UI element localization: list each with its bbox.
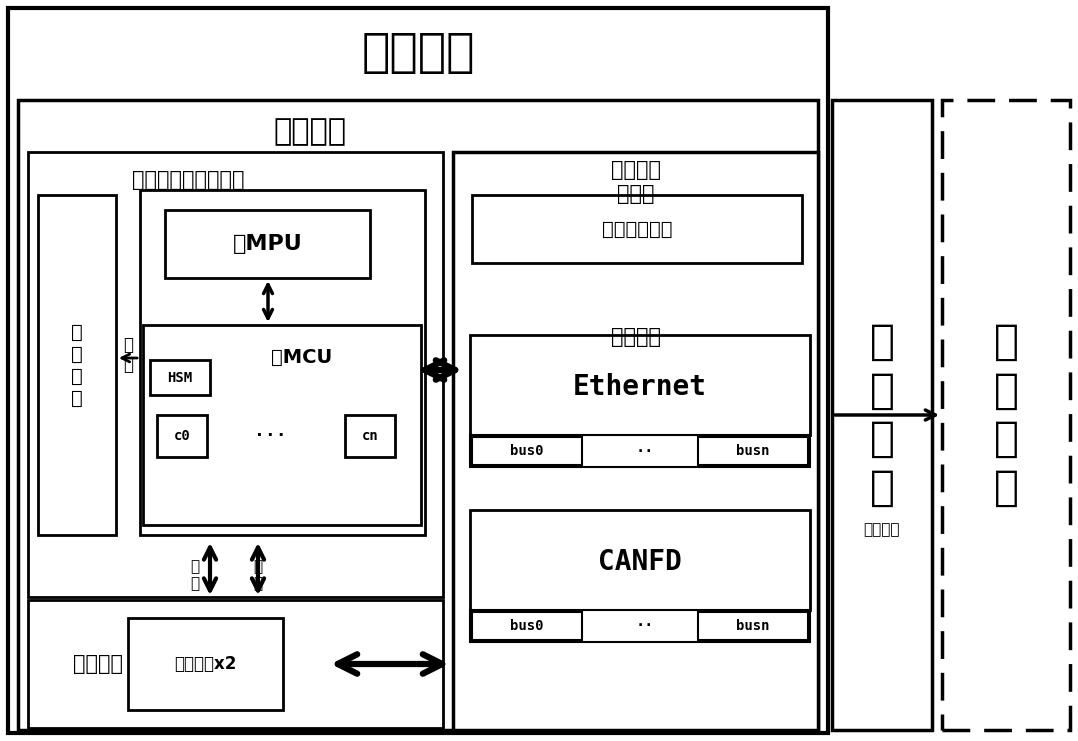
Text: 控制器及处理器冗余: 控制器及处理器冗余: [132, 170, 245, 190]
Bar: [38, 195, 116, 535]
Bar: [472, 437, 582, 465]
Text: 监
控: 监 控: [123, 336, 133, 374]
Text: ··: ··: [636, 619, 654, 634]
Bar: [157, 415, 207, 457]
Bar: [140, 190, 425, 535]
Bar: [470, 610, 810, 642]
Bar: [697, 437, 808, 465]
Text: 冗余结构: 冗余结构: [274, 118, 346, 147]
Bar: [18, 100, 818, 730]
Text: 辅
助
芯
片: 辅 助 芯 片: [71, 322, 83, 408]
Bar: [143, 325, 421, 525]
Bar: [150, 360, 210, 395]
Text: 通信冗余: 通信冗余: [610, 327, 661, 347]
Bar: [128, 618, 284, 710]
Text: 整
车
系
统: 整 车 系 统: [994, 321, 1019, 509]
Text: 安全接入: 安全接入: [863, 522, 900, 537]
Text: 数据冗余: 数据冗余: [73, 654, 123, 674]
Bar: [345, 415, 395, 457]
Bar: [470, 435, 810, 467]
Bar: [832, 100, 932, 730]
Text: busn: busn: [736, 444, 770, 458]
Text: 域控制器: 域控制器: [361, 30, 474, 76]
Bar: [28, 152, 443, 597]
Bar: [453, 152, 818, 730]
Text: cn: cn: [361, 429, 378, 443]
Text: 电源冗余
双电源: 电源冗余 双电源: [610, 160, 661, 204]
Text: Ethernet: Ethernet: [573, 373, 707, 401]
Text: 余度管理模块: 余度管理模块: [602, 219, 673, 239]
Bar: [470, 510, 810, 610]
Bar: [8, 8, 828, 733]
Text: CANFD: CANFD: [598, 548, 682, 576]
Text: HSM: HSM: [167, 370, 193, 385]
Text: 多MPU: 多MPU: [233, 234, 302, 254]
Bar: [470, 335, 810, 435]
Text: bus0: bus0: [510, 444, 543, 458]
Text: ···: ···: [253, 427, 287, 445]
Text: busn: busn: [736, 619, 770, 633]
Bar: [697, 612, 808, 640]
Text: 回
退: 回 退: [253, 559, 263, 591]
Bar: [472, 612, 582, 640]
Bar: [165, 210, 370, 278]
Text: 即
插
即
用: 即 插 即 用: [870, 321, 895, 509]
Text: bus0: bus0: [510, 619, 543, 633]
Text: 多MCU: 多MCU: [272, 348, 333, 367]
Text: ··: ··: [636, 444, 654, 459]
Bar: [472, 195, 802, 263]
Text: 备
份: 备 份: [191, 559, 199, 591]
Text: 存储单元x2: 存储单元x2: [175, 655, 237, 673]
Text: c0: c0: [174, 429, 191, 443]
Bar: [28, 600, 443, 728]
Bar: [942, 100, 1070, 730]
